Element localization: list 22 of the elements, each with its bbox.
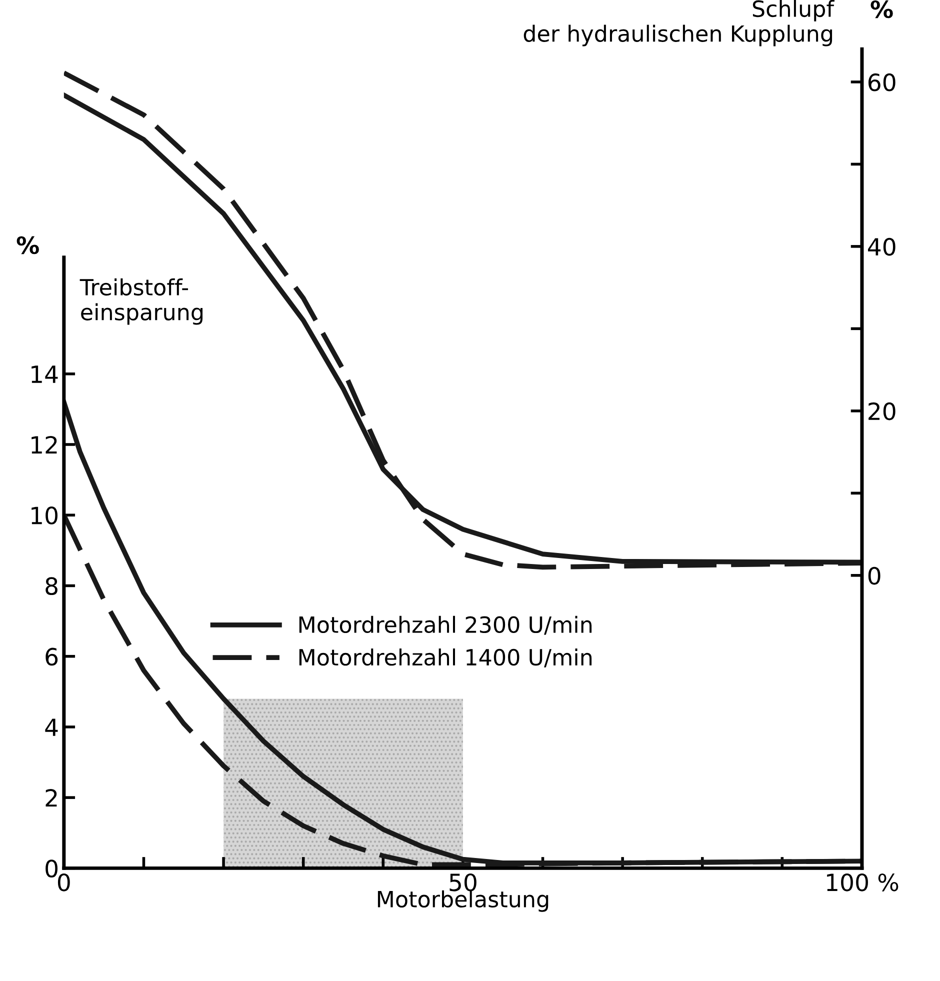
y-tick-label: 6: [46, 648, 58, 666]
y-tick-label: 4: [45, 718, 58, 736]
x-tick-label: 50: [450, 873, 476, 892]
y-tick-label: 14: [32, 366, 58, 383]
y2-axis-title: Schlupf der hydraulischen Kupplung: [524, 0, 834, 46]
y2-tick-label: 0: [868, 566, 880, 585]
x-tick-label: 0: [58, 873, 70, 892]
y2-tick-label: 40: [868, 238, 896, 256]
y-tick-label: 12: [32, 436, 57, 454]
legend-label: Motordrehzahl 1400 U/min: [299, 648, 592, 668]
y-tick-label: 10: [32, 506, 58, 524]
legend-label: Motordrehzahl 2300 U/min: [299, 616, 592, 635]
y-tick-label: 8: [46, 577, 58, 596]
y-tick-label: 2: [46, 789, 57, 807]
y2-tick-label: 20: [868, 402, 896, 420]
text: %: [870, 0, 893, 18]
text: %: [16, 236, 39, 254]
x-tick-label: 100 %: [827, 873, 898, 892]
y-axis-title: Treibstoff- einsparung: [80, 278, 203, 325]
x-axis-title: Motorbelastung: [378, 890, 548, 912]
y2-tick-label: 60: [868, 73, 896, 92]
y-tick-label: 0: [46, 860, 58, 878]
